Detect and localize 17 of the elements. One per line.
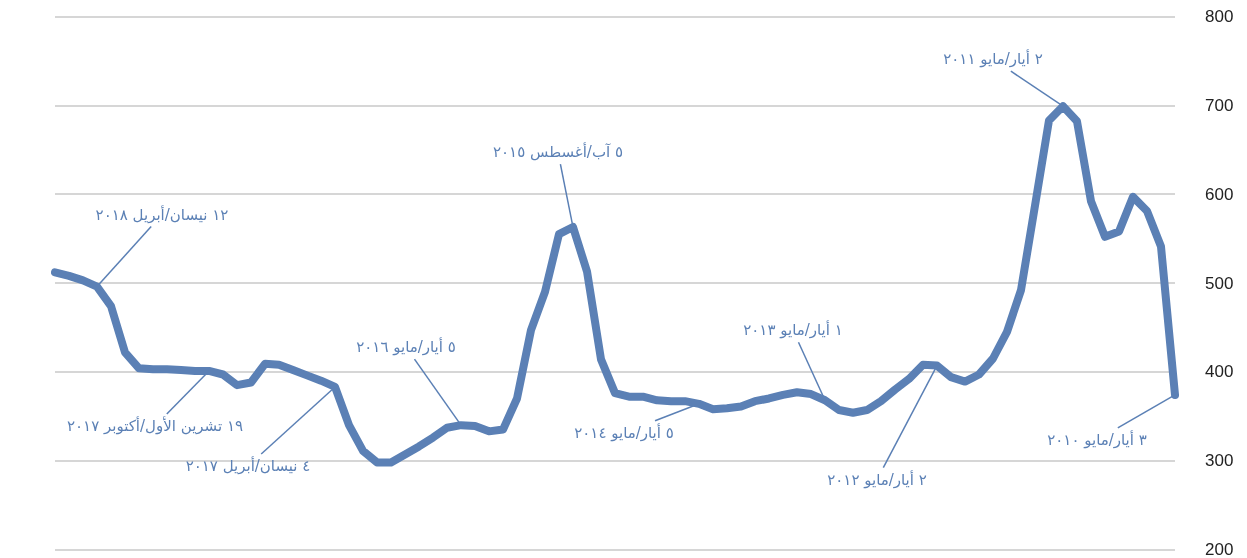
y-tick-label: 500: [1205, 273, 1234, 293]
y-tick-label: 400: [1205, 362, 1234, 382]
annotation: ١٩ تشرين الأول/أكتوبر ٢٠١٧: [66, 415, 244, 435]
annotation: ٢ أيار/مايو ٢٠١٢: [827, 469, 927, 489]
annotation: ٥ أيار/مايو ٢٠١٦: [356, 337, 456, 357]
y-tick-label: 600: [1205, 184, 1234, 204]
y-tick-label: 200: [1205, 540, 1234, 558]
annotation: ٥ آب/أغسطس ٢٠١٥: [493, 142, 623, 162]
annotation: ١ أيار/مايو ٢٠١٣: [743, 320, 843, 340]
annotation: ٢ أيار/مايو ٢٠١١: [943, 49, 1043, 69]
y-tick-label: 700: [1205, 95, 1234, 115]
annotation: ١٢ نيسان/أبريل ٢٠١٨: [95, 204, 229, 224]
y-tick-label: 800: [1205, 7, 1234, 26]
annotation: ٣ أيار/مايو ٢٠١٠: [1047, 429, 1147, 449]
annotation: ٤ نيسان/أبريل ٢٠١٧: [185, 455, 311, 475]
annotation: ٥ أيار/مايو ٢٠١٤: [574, 422, 674, 442]
y-tick-label: 300: [1205, 451, 1234, 471]
